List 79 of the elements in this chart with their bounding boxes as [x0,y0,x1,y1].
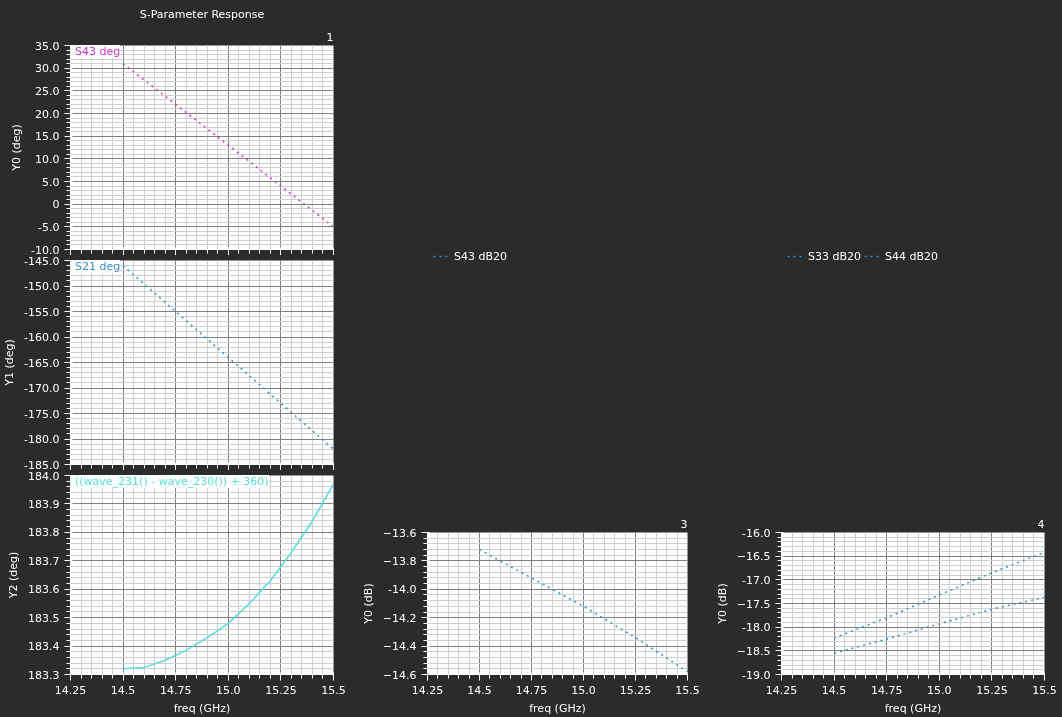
x-tick-label: 15.5 [1032,683,1057,697]
x-tick-label: 14.5 [110,683,136,697]
y-tick-label: −14.2 [382,611,417,625]
y-tick-label: -10.0 [31,243,60,257]
y-tick-label: -19.0 [742,668,771,682]
y-tick-label: -155.0 [24,305,60,319]
y-tick-label: 183.5 [28,611,60,625]
x-tick-label: 14.5 [467,683,492,697]
y-tick-label: 25.0 [35,84,60,98]
y-tick-label: -180.0 [24,433,60,446]
y-tick-label: −13.6 [382,526,417,540]
x-tick-label: 15.25 [265,683,297,697]
y-axis-title: Y2 (deg) [7,551,21,600]
y-axis-title: Y0 (dB) [361,583,375,625]
chart-title: S-Parameter Response [139,7,265,21]
y-tick-label: 183.7 [28,554,60,568]
y-tick-label: 0 [52,198,60,212]
x-tick-label: 15.0 [927,683,952,697]
y-tick-label: −17.5 [736,597,771,611]
x-tick-label: 15.25 [976,683,1008,697]
y-tick-label: -165.0 [24,356,60,370]
y-tick-label: −18.5 [736,644,771,658]
y-axis-title: Y0 (deg) [10,124,24,172]
x-tick-label: 14.75 [159,683,192,697]
x-tick-label: 14.75 [870,683,903,697]
text: 3 [680,517,688,531]
y-tick-label: -160.0 [24,331,60,344]
y-tick-label: -14.0 [388,583,417,597]
y-tick-label: 5.0 [42,175,60,189]
x-axis-title: freq (GHz) [173,701,231,715]
y-tick-label: −16.5 [736,550,771,564]
x-tick-label: 14.25 [54,683,87,697]
x-tick-label: 15.0 [216,683,241,697]
y-tick-label: -17.0 [742,573,771,587]
series-label: S21 deg [75,260,121,273]
text: ((wave_231() - wave_230()) + 360) [75,475,269,488]
y-axis-title: Y0 (dB) [715,583,729,625]
y-tick-label: -16.0 [742,526,771,540]
y-tick-label: -185.0 [24,458,60,472]
x-axis-title: freq (GHz) [529,701,586,715]
legend-label: S44 dB20 [885,249,939,263]
y-tick-label: 30.0 [35,62,60,76]
x-tick-label: 14.25 [411,683,444,697]
legend-label: S43 dB20 [454,249,508,263]
x-tick-label: 14.25 [765,683,798,697]
y-tick-label: 183.3 [28,668,60,682]
y-tick-label: -175.0 [24,407,60,421]
legend-label: S33 dB20 [808,249,862,263]
x-axis-title: freq (GHz) [884,701,942,715]
y-tick-label: −14.4 [382,640,417,654]
y-tick-label: -170.0 [24,382,60,395]
y-tick-label: 35.0 [35,39,60,53]
y-tick-label: 183.6 [28,583,60,597]
y-tick-label: 183.8 [28,526,60,540]
y-tick-label: 184.0 [28,469,60,483]
y-tick-label: -150.0 [24,280,60,293]
y-tick-label: 15.0 [35,130,60,144]
x-tick-label: 15.0 [571,683,596,697]
x-tick-label: 14.75 [515,683,548,697]
text: 4 [1037,517,1045,531]
text: 1 [326,30,334,44]
y-tick-label: −13.8 [382,554,417,568]
line-series [122,62,334,228]
x-tick-label: 15.5 [321,683,346,697]
y-tick-label: 10.0 [35,152,60,166]
x-tick-label: 15.25 [619,683,652,697]
y-tick-label: 20.0 [35,107,60,121]
x-tick-label: 14.5 [821,683,847,697]
y-tick-label: 183.4 [28,640,60,654]
y-tick-label: −14.6 [382,668,417,682]
y-tick-label: -145.0 [24,254,60,268]
y-tick-label: -18.0 [742,621,771,635]
line-series [833,596,1045,654]
x-tick-label: 15.5 [675,683,700,697]
series-label: S43 deg [75,45,121,58]
y-axis-title: Y1 (deg) [3,339,17,387]
y-tick-label: 183.9 [28,497,60,511]
y-tick-label: -5.0 [38,220,60,234]
line-series [478,548,688,673]
